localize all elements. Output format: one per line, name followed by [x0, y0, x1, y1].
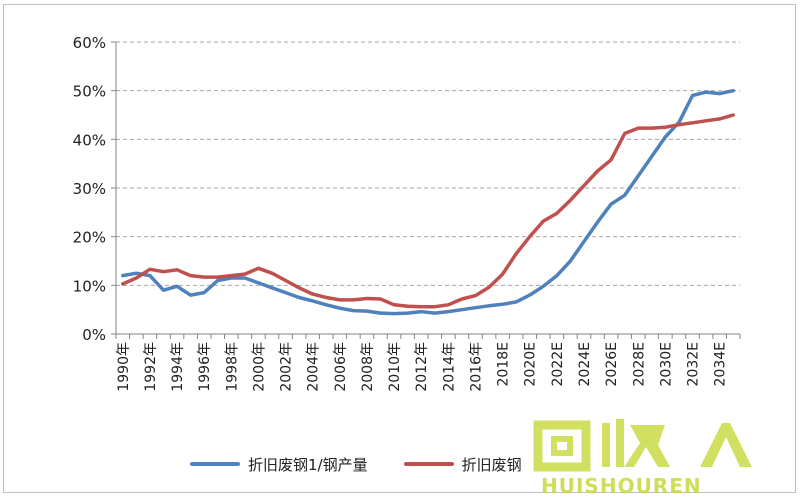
x-tick-label: 2010年 — [387, 342, 403, 392]
x-tick-label: 2022E — [550, 342, 566, 386]
legend-swatch-blue — [190, 462, 240, 466]
x-tick-label: 2026E — [604, 342, 620, 386]
x-tick-label: 2004年 — [306, 342, 322, 392]
x-tick-label: 2006年 — [333, 342, 349, 392]
y-tick-label: 10% — [73, 277, 106, 295]
x-tick-label: 2002年 — [279, 342, 295, 392]
x-tick-label: 2034E — [713, 342, 729, 386]
x-tick-label: 2012年 — [414, 342, 430, 392]
x-tick-label: 1998年 — [224, 342, 240, 392]
y-axis: 0% 10% 20% 30% 40% 50% 60% — [73, 34, 117, 344]
watermark-logo — [533, 419, 752, 472]
y-tick-label: 40% — [73, 131, 106, 149]
grid-lines — [116, 41, 740, 286]
watermark-text: HUISHOUREN — [541, 474, 702, 498]
series-line-2 — [121, 113, 735, 309]
y-tick-label: 60% — [73, 34, 106, 52]
x-tick-label: 2028E — [631, 342, 647, 386]
x-tick-label: 2030E — [658, 342, 674, 386]
x-tick-label: 2018E — [496, 342, 512, 386]
legend-item-series-1: 折旧废钢1/钢产量 — [190, 454, 368, 475]
x-axis: 1990年 1992年 1994年 1996年 1998年 2000年 2002年 2004年… — [115, 333, 741, 392]
x-tick-label: 1992年 — [143, 342, 159, 392]
x-tick-label: 2000年 — [251, 342, 267, 392]
legend-swatch-red — [403, 462, 454, 466]
legend-label-series-1: 折旧废钢1/钢产量 — [248, 455, 368, 474]
x-tick-label: 1990年 — [116, 342, 132, 392]
x-tick-label: 2016年 — [468, 342, 484, 392]
x-tick-label: 2020E — [523, 342, 539, 386]
series-line-1 — [121, 88, 735, 316]
series-lines — [121, 88, 735, 316]
chart-frame — [3, 4, 796, 493]
legend-item-series-2: 折旧废钢 — [403, 454, 522, 475]
x-tick-label: 2014年 — [441, 342, 457, 392]
x-tick-label: 1996年 — [197, 342, 213, 392]
x-tick-label: 2032E — [686, 342, 702, 386]
y-tick-label: 0% — [82, 326, 106, 344]
legend-label-series-2: 折旧废钢 — [461, 455, 522, 474]
x-tick-label: 1994年 — [170, 342, 186, 392]
y-tick-label: 20% — [73, 229, 106, 247]
x-tick-label: 2008年 — [360, 342, 376, 392]
legend: 折旧废钢1/钢产量 折旧废钢 — [190, 452, 522, 476]
y-tick-label: 30% — [73, 180, 106, 198]
x-tick-label: 2024E — [577, 342, 593, 386]
y-tick-label: 50% — [73, 83, 106, 101]
